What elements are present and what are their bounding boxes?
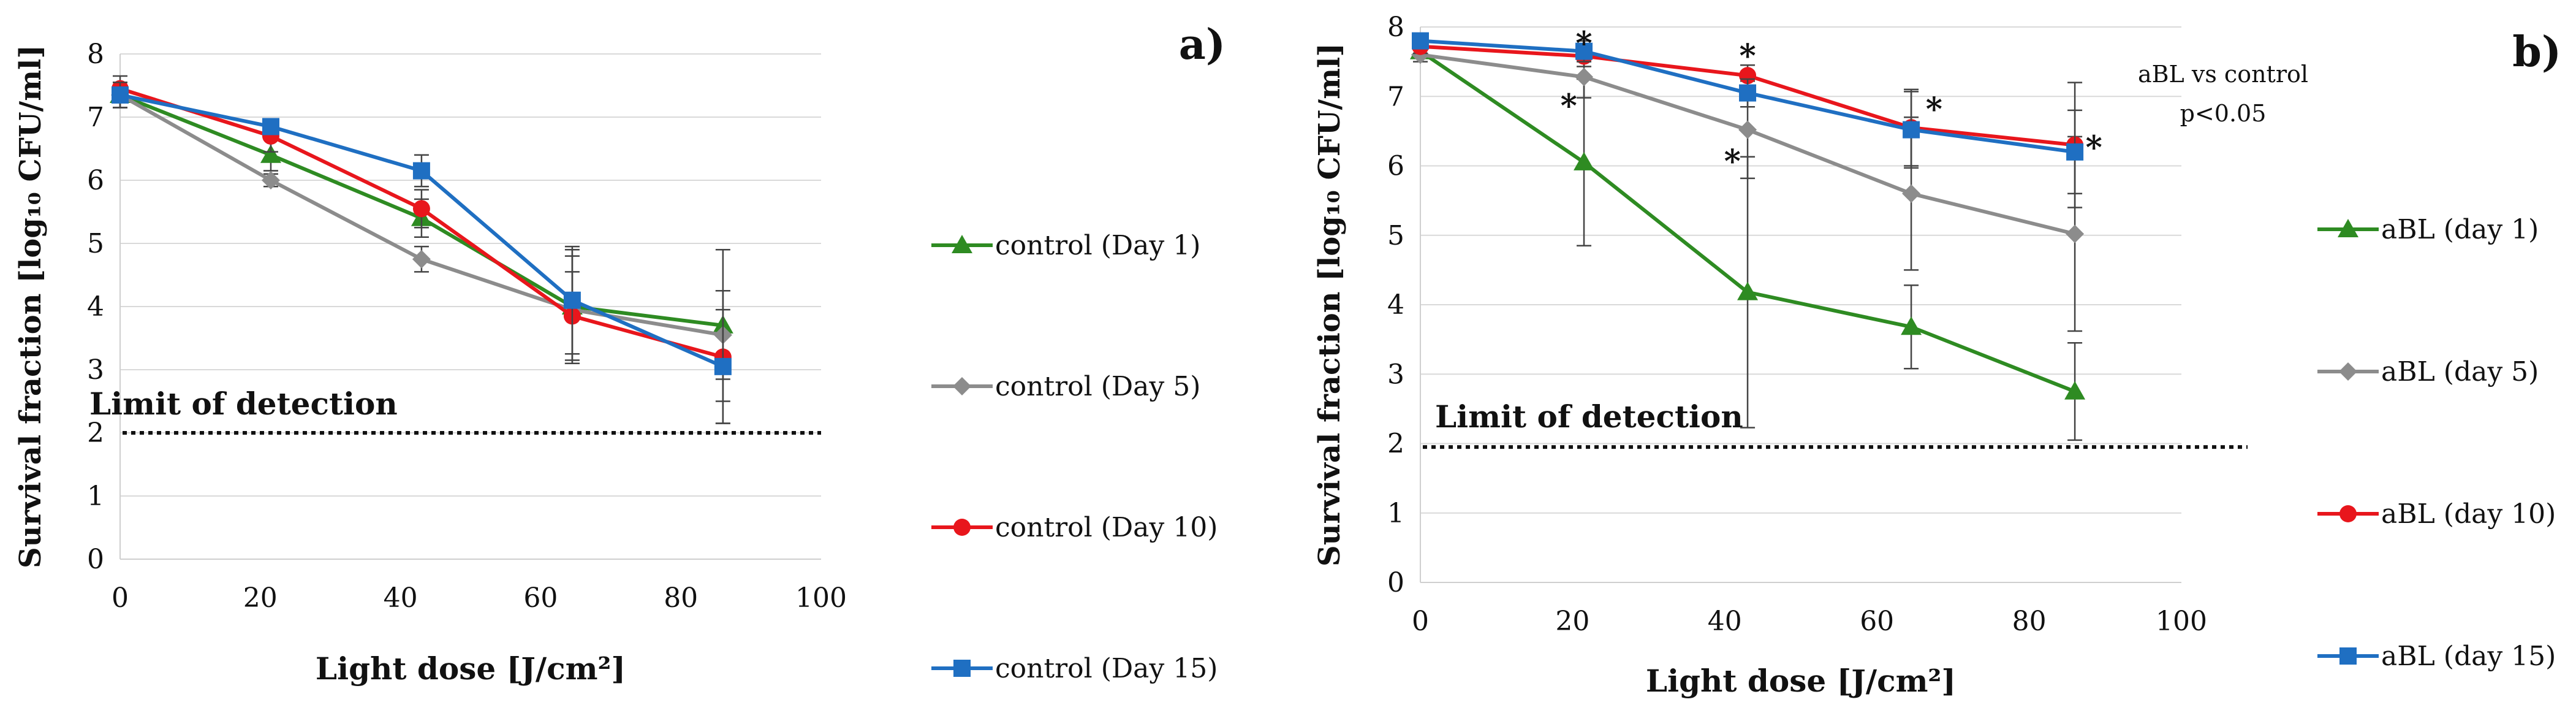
- data-point: [112, 86, 129, 104]
- legend-marker: [953, 377, 971, 395]
- x-tick-label: 40: [384, 582, 418, 614]
- panel-label: b): [2512, 28, 2561, 77]
- x-tick-label: 60: [523, 582, 558, 614]
- y-tick-label: 7: [1387, 81, 1404, 112]
- significance-asterisk: *: [1575, 25, 1592, 63]
- significance-asterisk: *: [1724, 143, 1741, 180]
- significance-asterisk: *: [1739, 37, 1756, 75]
- significance-asterisk: *: [1926, 91, 1942, 128]
- data-point: [412, 200, 430, 218]
- limit-of-detection-label: Limit of detection: [1435, 399, 1743, 435]
- y-tick-label: 4: [1387, 289, 1404, 321]
- x-tick-label: 60: [1860, 606, 1894, 637]
- legend-label: aBL (day 15): [2381, 641, 2556, 672]
- legend-marker: [2339, 505, 2357, 522]
- x-tick-label: 0: [1412, 606, 1429, 637]
- data-point: [1574, 151, 1595, 170]
- data-point: [2066, 224, 2085, 243]
- x-axis-label: Light dose [J/cm²]: [1646, 663, 1956, 699]
- data-point: [2064, 381, 2086, 400]
- x-tick-label: 40: [1708, 606, 1742, 637]
- y-tick-label: 3: [1387, 359, 1404, 390]
- significance-asterisk: *: [2086, 129, 2102, 167]
- legend-marker: [953, 519, 971, 536]
- x-tick-label: 100: [795, 582, 847, 614]
- data-point: [1739, 67, 1757, 85]
- data-point: [1739, 84, 1757, 102]
- y-tick-label: 5: [87, 228, 104, 259]
- significance-asterisk: *: [1561, 88, 1577, 125]
- legend-marker: [953, 660, 971, 677]
- y-tick-label: 5: [1387, 220, 1404, 251]
- y-tick-label: 8: [87, 39, 104, 70]
- data-point: [1902, 184, 1921, 203]
- y-tick-label: 6: [1387, 151, 1404, 182]
- x-tick-label: 80: [664, 582, 698, 614]
- data-point: [1575, 42, 1593, 60]
- annotation-line: p<0.05: [2180, 100, 2267, 127]
- panel-label: a): [1179, 20, 1225, 69]
- data-point: [262, 118, 279, 135]
- y-tick-label: 6: [87, 165, 104, 196]
- data-point: [1901, 316, 1922, 335]
- y-tick-label: 2: [1387, 429, 1404, 460]
- legend-marker: [952, 235, 972, 253]
- data-point: [1575, 67, 1594, 86]
- legend-label: aBL (day 5): [2381, 356, 2539, 387]
- legend-label: aBL (day 10): [2381, 498, 2556, 530]
- data-point: [1903, 121, 1920, 139]
- data-point: [1737, 281, 1759, 300]
- data-point: [2066, 143, 2084, 161]
- legend-label: aBL (day 1): [2381, 214, 2539, 245]
- annotation-line: aBL vs control: [2138, 61, 2308, 88]
- x-tick-label: 0: [112, 582, 129, 614]
- x-tick-label: 80: [2012, 606, 2047, 637]
- legend-label: control (Day 5): [995, 371, 1200, 402]
- data-point: [563, 291, 581, 309]
- data-point: [1738, 120, 1757, 139]
- data-point: [260, 144, 281, 163]
- legend-label: control (Day 1): [995, 230, 1200, 261]
- y-tick-label: 0: [87, 544, 104, 575]
- data-point: [261, 171, 280, 189]
- y-tick-label: 1: [87, 481, 104, 512]
- x-tick-label: 20: [243, 582, 278, 614]
- y-tick-label: 4: [87, 291, 104, 322]
- y-axis-label: Survival fraction [log₁₀ CFU/ml]: [13, 45, 48, 568]
- y-tick-label: 8: [1387, 12, 1404, 43]
- legend-marker: [2339, 647, 2357, 665]
- x-tick-label: 20: [1555, 606, 1589, 637]
- y-tick-label: 1: [1387, 498, 1404, 529]
- data-point: [714, 357, 732, 375]
- legend-label: control (Day 10): [995, 512, 1218, 543]
- x-tick-label: 100: [2156, 606, 2207, 637]
- y-tick-label: 3: [87, 354, 104, 386]
- legend-marker: [2338, 219, 2358, 237]
- y-tick-label: 2: [87, 418, 104, 449]
- legend-label: control (Day 15): [995, 653, 1218, 684]
- legend-marker: [2339, 362, 2357, 381]
- y-tick-label: 7: [87, 102, 104, 133]
- x-axis-label: Light dose [J/cm²]: [316, 650, 626, 687]
- data-point: [412, 162, 430, 180]
- y-axis-label: Survival fraction [log₁₀ CFU/ml]: [1313, 43, 1347, 566]
- data-point: [1412, 32, 1429, 50]
- y-tick-label: 0: [1387, 567, 1404, 598]
- data-point: [412, 250, 431, 269]
- limit-of-detection-label: Limit of detection: [89, 386, 398, 422]
